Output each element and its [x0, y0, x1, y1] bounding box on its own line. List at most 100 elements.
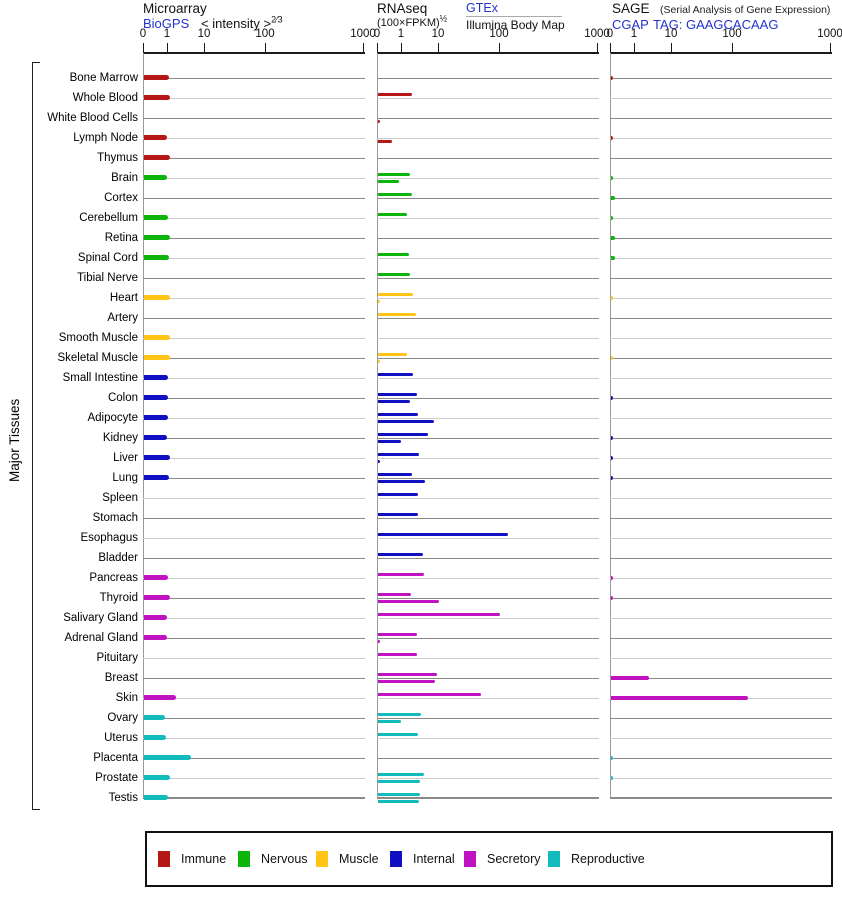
grid-line: [143, 738, 365, 739]
grid-line: [377, 538, 599, 539]
grid-line: [610, 418, 832, 419]
gtex-divider: [466, 15, 562, 17]
axis-tick-label: 1: [163, 28, 171, 40]
grid-line: [377, 558, 599, 559]
grid-line: [377, 338, 599, 339]
panel-left-border: [143, 52, 144, 798]
grid-line: [377, 98, 599, 99]
bar-rnaseq-gtex: [378, 613, 500, 616]
bar-rnaseq-illumina: [378, 780, 421, 783]
axis-tick: [671, 43, 672, 53]
grid-line: [143, 658, 365, 659]
grid-line: [143, 618, 365, 619]
grid-line: [377, 518, 599, 519]
tissue-label: Pancreas: [89, 572, 138, 584]
grid-line: [143, 498, 365, 499]
grid-line: [610, 178, 832, 179]
grid-line: [610, 798, 832, 799]
grid-line: [377, 658, 599, 659]
bar-microarray: [144, 715, 166, 720]
tissue-label: Cerebellum: [79, 212, 138, 224]
grid-line: [143, 418, 365, 419]
grid-line: [610, 258, 832, 259]
bar-rnaseq-illumina: [378, 400, 410, 403]
biogps-link[interactable]: BioGPS: [143, 16, 190, 31]
bar-microarray: [144, 435, 167, 440]
grid-line: [143, 538, 365, 539]
bar-rnaseq-illumina: [378, 600, 439, 603]
bar-microarray: [144, 615, 167, 620]
axis-tick-label: 10: [197, 28, 211, 40]
bar-sage: [611, 696, 748, 700]
bar-rnaseq-gtex: [378, 473, 412, 476]
bar-rnaseq-illumina: [378, 140, 392, 143]
bar-rnaseq-illumina: [378, 440, 402, 443]
bar-microarray: [144, 475, 169, 480]
bar-rnaseq-illumina: [378, 460, 380, 463]
grid-line: [610, 138, 832, 139]
gtex-link[interactable]: GTEx: [466, 1, 498, 15]
tissue-label: Skeletal Muscle: [57, 352, 138, 364]
tissue-label: Adipocyte: [87, 412, 138, 424]
grid-line: [377, 418, 599, 419]
bar-microarray: [144, 755, 191, 760]
axis-baseline: [143, 52, 365, 54]
bar-rnaseq-illumina: [378, 640, 380, 643]
bar-sage: [611, 216, 613, 220]
tissue-label: Stomach: [92, 512, 138, 524]
grid-line: [143, 198, 365, 199]
tissue-label: Esophagus: [80, 532, 138, 544]
grid-line: [143, 298, 365, 299]
bar-sage: [611, 136, 613, 140]
axis-tick: [167, 43, 168, 53]
grid-line: [377, 378, 599, 379]
legend-label-immune: Immune: [181, 852, 227, 866]
legend: Immune Nervous Muscle Internal Secretory Repr…: [145, 831, 833, 887]
grid-line: [143, 798, 365, 799]
bar-rnaseq-gtex: [378, 593, 411, 596]
grid-line: [610, 678, 832, 679]
grid-line: [610, 578, 832, 579]
grid-line: [143, 398, 365, 399]
axis-tick-label: 1: [397, 28, 405, 40]
bar-rnaseq-gtex: [378, 673, 437, 676]
bar-microarray: [144, 415, 168, 420]
axis-tick: [265, 43, 266, 53]
legend-label-secretory: Secretory: [487, 852, 541, 866]
bar-rnaseq-illumina: [378, 720, 402, 723]
grid-line: [377, 318, 599, 319]
grid-line: [610, 538, 832, 539]
bar-rnaseq-illumina: [378, 800, 420, 803]
tissue-label: Adrenal Gland: [64, 632, 138, 644]
cgap-link[interactable]: CGAP: [612, 17, 649, 32]
grid-line: [377, 498, 599, 499]
tissue-label: Placenta: [93, 752, 138, 764]
bar-rnaseq-gtex: [378, 273, 411, 276]
grid-line: [143, 378, 365, 379]
fpkm-exponent: ½: [439, 13, 448, 24]
bar-microarray: [144, 635, 167, 640]
axis-tick-label: 10: [431, 28, 445, 40]
legend-label-nervous: Nervous: [261, 852, 308, 866]
legend-swatch-reproductive: [548, 851, 560, 867]
sage-tag-label[interactable]: TAG: GAAGCACAAG: [653, 17, 779, 32]
grid-line: [377, 438, 599, 439]
bar-rnaseq-gtex: [378, 93, 413, 96]
bar-microarray: [144, 595, 170, 600]
bar-sage: [611, 576, 613, 580]
axis-tick-label: 0: [606, 28, 614, 40]
grid-line: [377, 118, 599, 119]
intensity-exponent: 2⁄3: [271, 14, 283, 25]
grid-line: [610, 358, 832, 359]
bar-rnaseq-illumina: [378, 300, 380, 303]
bar-microarray: [144, 95, 170, 100]
tissue-label: Testis: [108, 792, 138, 804]
axis-baseline: [610, 52, 832, 54]
grid-line: [143, 158, 365, 159]
bar-rnaseq-gtex: [378, 573, 424, 576]
bar-rnaseq-illumina: [378, 360, 380, 363]
grid-line: [377, 718, 599, 719]
legend-swatch-immune: [158, 851, 170, 867]
grid-line: [143, 138, 365, 139]
